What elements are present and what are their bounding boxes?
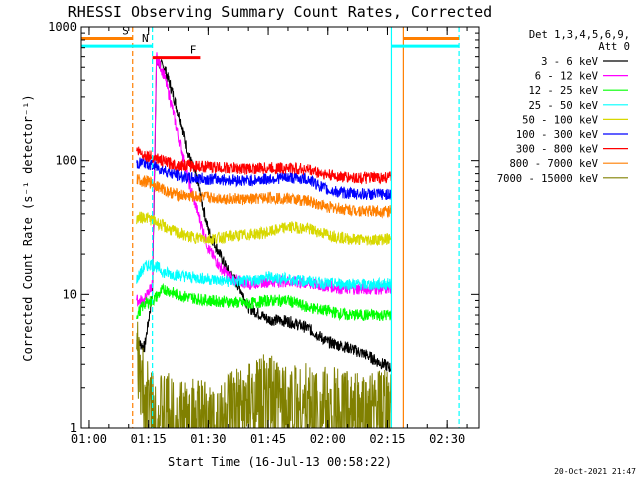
- series-line-0: [136, 57, 392, 373]
- legend-label-4: 50 - 100 keV: [522, 114, 599, 126]
- legend-label-3: 25 - 50 keV: [528, 100, 598, 112]
- legend-label-6: 300 - 800 keV: [516, 144, 599, 156]
- x-axis-label: Start Time (16-Jul-13 00:58:22): [168, 455, 392, 469]
- legend-label-7: 800 - 7000 keV: [509, 158, 598, 170]
- legend-header-0: Det 1,3,4,5,6,9,: [529, 29, 630, 41]
- legend-label-1: 6 - 12 keV: [535, 71, 599, 83]
- legend-label-2: 12 - 25 keV: [528, 85, 598, 97]
- series-line-5: [136, 156, 392, 200]
- chart-title: RHESSI Observing Summary Count Rates, Co…: [68, 3, 492, 21]
- marker-layer: SN F: [81, 25, 460, 428]
- legend-label-8: 7000 - 15000 keV: [497, 173, 599, 185]
- series-layer: [136, 52, 392, 428]
- axis-ticks: 01:00 01:15 01:30 01:45 02:00 02:15 02:30 1 10 10…: [48, 20, 479, 446]
- x-tick-label-2: 01:30: [190, 432, 226, 446]
- series-line-6: [136, 146, 392, 185]
- y-tick-label-3: 1000: [48, 20, 77, 34]
- x-tick-label-1: 01:15: [131, 432, 167, 446]
- series-line-7: [136, 174, 392, 219]
- y-axis-label: Corrected Count Rate (s⁻¹ detector⁻¹): [21, 94, 35, 361]
- series-line-4: [136, 211, 392, 246]
- series-line-2: [136, 282, 392, 322]
- flag-label-0: S: [122, 25, 129, 38]
- x-tick-label-0: 01:00: [71, 432, 107, 446]
- legend-label-0: 3 - 6 keV: [541, 56, 599, 68]
- x-tick-label-6: 02:30: [429, 432, 465, 446]
- y-tick-label-0: 1: [70, 421, 77, 435]
- series-line-3: [136, 258, 392, 291]
- y-tick-label-1: 10: [63, 287, 77, 301]
- x-tick-label-4: 02:00: [310, 432, 346, 446]
- footer-timestamp: 20-Oct-2021 21:47: [554, 467, 636, 476]
- legend: Det 1,3,4,5,6,9,Att 0 3 - 6 keV 6 - 12 keV…: [497, 29, 630, 185]
- flag-label-1: N: [142, 32, 149, 45]
- legend-label-5: 100 - 300 keV: [516, 129, 599, 141]
- plot-frame: [80, 26, 480, 429]
- y-tick-label-2: 100: [55, 154, 77, 168]
- x-tick-label-5: 02:15: [369, 432, 405, 446]
- series-line-8: [136, 321, 392, 428]
- flag-label-2: F: [190, 44, 197, 57]
- legend-header-1: Att 0: [598, 41, 630, 53]
- x-tick-label-3: 01:45: [250, 432, 286, 446]
